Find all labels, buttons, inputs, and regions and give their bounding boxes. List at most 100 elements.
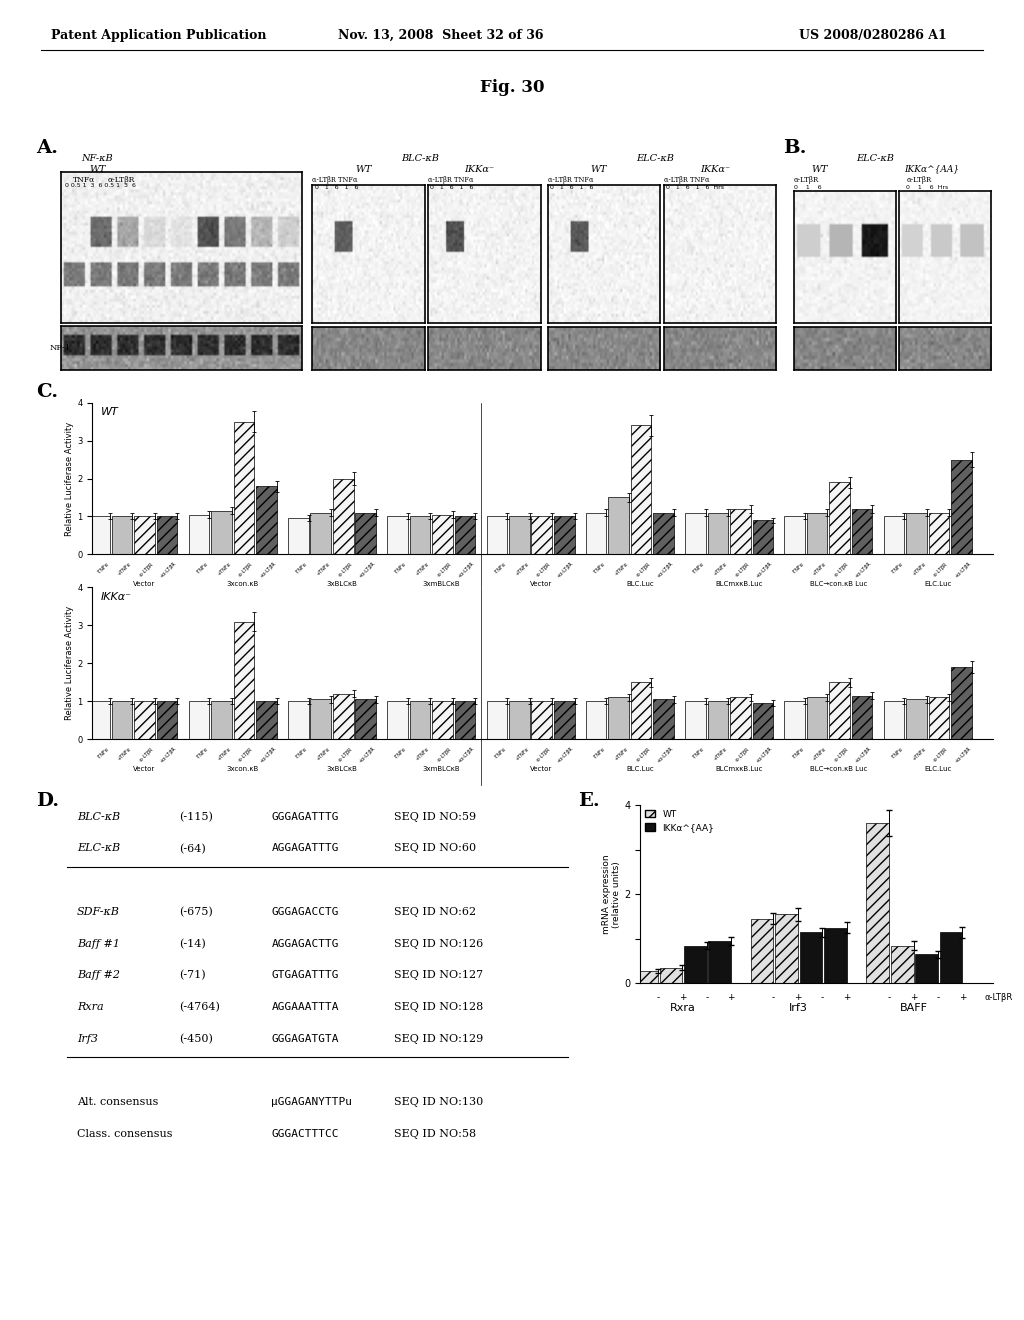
- Text: -TNFα: -TNFα: [792, 746, 805, 759]
- Bar: [708, 701, 728, 739]
- Bar: [866, 824, 889, 983]
- Text: +TNFα: +TNFα: [315, 746, 331, 762]
- Bar: [608, 498, 629, 554]
- Text: AGGAGATTTG: AGGAGATTTG: [271, 843, 339, 854]
- Text: +α-LTβR: +α-LTβR: [854, 561, 872, 579]
- Text: -TNFα: -TNFα: [196, 561, 209, 574]
- Bar: [211, 701, 231, 739]
- Text: -: -: [706, 993, 709, 1002]
- Text: WT: WT: [811, 165, 827, 174]
- Text: -TNFα: -TNFα: [593, 561, 606, 574]
- Text: +TNFα: +TNFα: [117, 561, 132, 577]
- Text: +TNFα: +TNFα: [415, 561, 430, 577]
- Bar: [157, 701, 177, 739]
- Text: -α-LTβR: -α-LTβR: [138, 561, 155, 578]
- Bar: [951, 667, 972, 739]
- Text: WT: WT: [591, 165, 607, 174]
- Bar: [807, 697, 827, 739]
- Text: -TNFα: -TNFα: [394, 561, 408, 574]
- Bar: [891, 945, 913, 983]
- Text: 3xmBLCκB: 3xmBLCκB: [423, 766, 461, 772]
- Text: -TNFα: -TNFα: [394, 746, 408, 759]
- Bar: [684, 945, 707, 983]
- Bar: [288, 519, 308, 554]
- Text: -α-LTβR: -α-LTβR: [436, 746, 453, 763]
- Bar: [586, 512, 606, 554]
- Text: +α-LTβR: +α-LTβR: [556, 746, 574, 764]
- Text: +α-LTβR: +α-LTβR: [755, 561, 773, 579]
- Bar: [685, 701, 706, 739]
- Bar: [355, 700, 376, 739]
- Bar: [753, 704, 773, 739]
- Bar: [730, 510, 751, 554]
- Bar: [884, 516, 904, 554]
- Text: α-LTβR: α-LTβR: [984, 993, 1013, 1002]
- Bar: [951, 459, 972, 554]
- Text: SDF-κB: SDF-κB: [77, 907, 120, 917]
- Text: 0   1   6   1   6  Hrs: 0 1 6 1 6 Hrs: [666, 185, 724, 190]
- Bar: [807, 512, 827, 554]
- Bar: [554, 516, 574, 554]
- Text: -α-LTβR: -α-LTβR: [138, 746, 155, 763]
- Bar: [509, 516, 529, 554]
- Text: +TNFα: +TNFα: [812, 746, 827, 762]
- Bar: [333, 694, 353, 739]
- Text: α-LTβR: α-LTβR: [108, 176, 134, 185]
- Text: +: +: [909, 993, 918, 1002]
- Text: +α-LTβR: +α-LTβR: [655, 561, 674, 579]
- Text: SEQ ID NO:129: SEQ ID NO:129: [394, 1034, 483, 1044]
- Text: BLC→con.κB Luc: BLC→con.κB Luc: [810, 766, 867, 772]
- Text: +α-LTβR: +α-LTβR: [258, 746, 276, 764]
- Text: +TNFα: +TNFα: [613, 746, 629, 762]
- Text: GGGAGACCTG: GGGAGACCTG: [271, 907, 339, 917]
- Bar: [531, 516, 552, 554]
- Text: -α-LTβR: -α-LTβR: [436, 561, 453, 578]
- Text: BLCmxκB.Luc: BLCmxκB.Luc: [716, 766, 763, 772]
- Bar: [929, 697, 949, 739]
- Bar: [784, 516, 805, 554]
- Text: α-LTβR TNFα: α-LTβR TNFα: [548, 176, 593, 185]
- Bar: [884, 701, 904, 739]
- Y-axis label: Relative Luciferase Activity: Relative Luciferase Activity: [66, 606, 75, 721]
- Text: (-4764): (-4764): [179, 1002, 220, 1012]
- Text: AGGAGACTTG: AGGAGACTTG: [271, 939, 339, 949]
- Bar: [410, 701, 430, 739]
- Text: -α-LTβR: -α-LTβR: [337, 561, 353, 578]
- Text: -: -: [888, 993, 891, 1002]
- Text: +TNFα: +TNFα: [117, 746, 132, 762]
- Text: BLCmxκB.Luc: BLCmxκB.Luc: [716, 581, 763, 587]
- Text: Baff #1: Baff #1: [77, 939, 120, 949]
- Text: SEQ ID NO:59: SEQ ID NO:59: [394, 812, 476, 822]
- Text: +α-LTβR: +α-LTβR: [854, 746, 872, 764]
- Text: -α-LTβR: -α-LTβR: [933, 561, 949, 578]
- Text: -α-LTβR: -α-LTβR: [238, 746, 254, 763]
- Text: -: -: [936, 993, 940, 1002]
- Text: +TNFα: +TNFα: [514, 746, 529, 762]
- Text: 3xmBLCκB: 3xmBLCκB: [423, 581, 461, 587]
- Text: SEQ ID NO:130: SEQ ID NO:130: [394, 1097, 483, 1107]
- Text: ELC-κB: ELC-κB: [857, 154, 894, 164]
- Bar: [112, 701, 132, 739]
- Text: Vector: Vector: [529, 581, 552, 587]
- Y-axis label: Relative Luciferase Activity: Relative Luciferase Activity: [66, 421, 75, 536]
- Text: +α-LTβR: +α-LTβR: [357, 561, 376, 579]
- Bar: [410, 516, 430, 554]
- Text: +α-LTβR: +α-LTβR: [755, 746, 773, 764]
- Bar: [929, 512, 949, 554]
- Text: +: +: [958, 993, 966, 1002]
- Text: BLC.Luc: BLC.Luc: [627, 581, 654, 587]
- Text: WT: WT: [89, 165, 105, 174]
- Text: TNFα: TNFα: [73, 176, 95, 185]
- Text: +α-LTβR: +α-LTβR: [556, 561, 574, 579]
- Text: -α-LTβR: -α-LTβR: [635, 746, 651, 763]
- Text: -TNFα: -TNFα: [96, 561, 110, 574]
- Bar: [685, 512, 706, 554]
- Bar: [631, 682, 651, 739]
- Text: -α-LTβR: -α-LTβR: [635, 561, 651, 578]
- Bar: [509, 701, 529, 739]
- Bar: [531, 701, 552, 739]
- Text: BLC-κB: BLC-κB: [401, 154, 438, 164]
- Text: SEQ ID NO:126: SEQ ID NO:126: [394, 939, 483, 949]
- Text: Nov. 13, 2008  Sheet 32 of 36: Nov. 13, 2008 Sheet 32 of 36: [338, 29, 543, 42]
- Bar: [333, 479, 353, 554]
